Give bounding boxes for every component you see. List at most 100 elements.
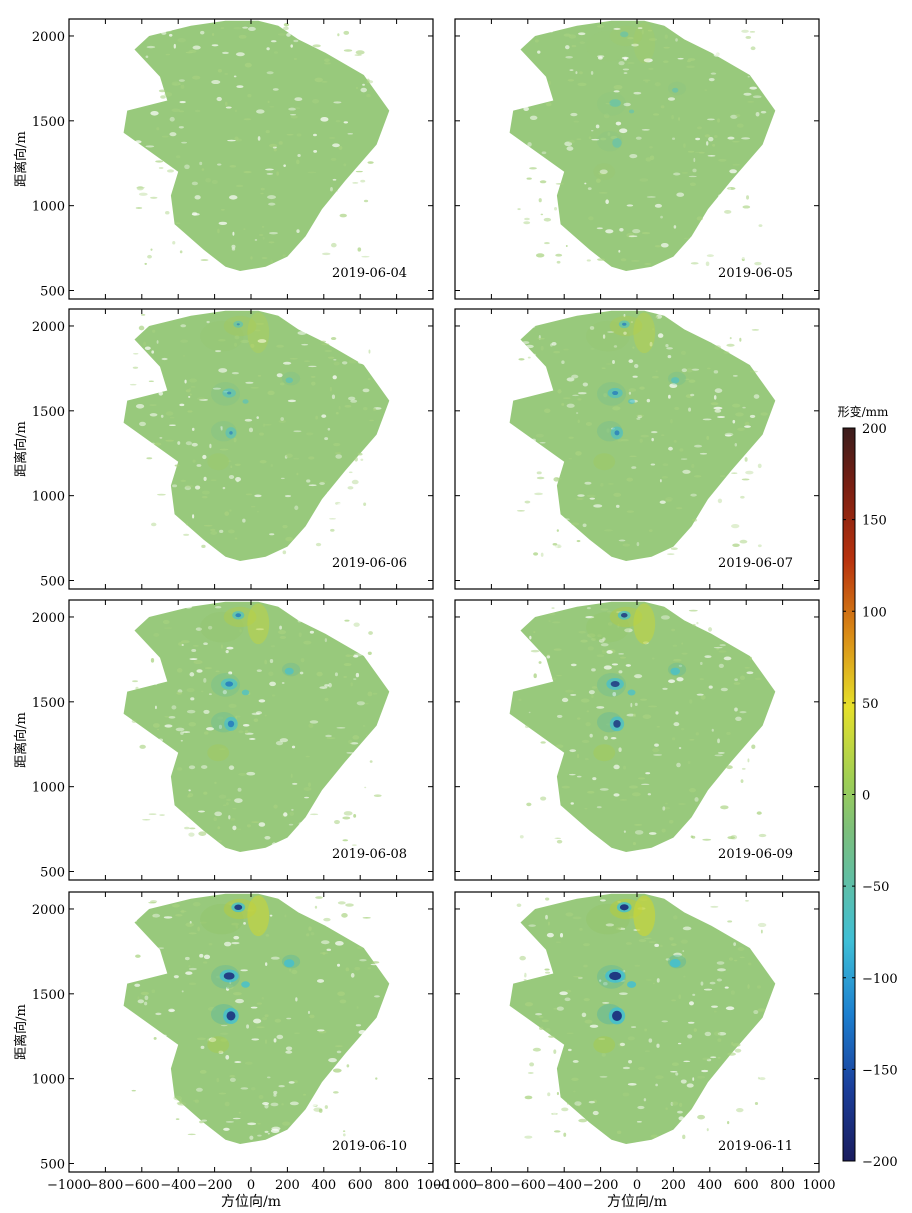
terrain-texture — [596, 25, 605, 28]
terrain-texture — [154, 442, 162, 446]
terrain-texture — [693, 903, 699, 906]
terrain-texture — [264, 659, 268, 665]
terrain-texture — [644, 1050, 650, 1053]
terrain-texture — [198, 810, 205, 813]
terrain-texture — [164, 92, 173, 97]
terrain-texture — [688, 407, 692, 412]
terrain-texture — [225, 106, 232, 109]
terrain-texture — [516, 510, 525, 512]
terrain-texture — [746, 362, 753, 364]
terrain-texture — [734, 959, 738, 962]
terrain-texture — [214, 606, 222, 609]
terrain-texture — [707, 118, 715, 121]
terrain-texture — [635, 136, 642, 140]
terrain-texture — [705, 261, 710, 267]
terrain-texture — [262, 423, 266, 427]
terrain-texture — [724, 986, 729, 989]
terrain-texture — [648, 941, 657, 943]
terrain-texture — [244, 730, 249, 734]
terrain-texture — [550, 343, 553, 347]
terrain-texture — [321, 414, 327, 418]
terrain-texture — [758, 151, 765, 154]
x-tick-label: 400 — [311, 1178, 336, 1193]
terrain-texture — [337, 901, 346, 905]
terrain-texture — [376, 50, 379, 54]
terrain-texture — [539, 442, 546, 444]
y-tick-label: 2000 — [32, 611, 65, 626]
terrain-texture — [258, 699, 266, 703]
terrain-texture — [180, 910, 187, 913]
terrain-texture — [570, 802, 574, 805]
terrain-texture — [254, 494, 262, 498]
terrain-texture — [572, 975, 582, 978]
terrain-texture — [618, 992, 628, 995]
terrain-texture — [286, 133, 294, 136]
terrain-texture — [269, 681, 276, 687]
terrain-texture — [290, 44, 293, 48]
terrain-texture — [362, 388, 370, 393]
terrain-texture — [185, 922, 194, 927]
terrain-texture — [757, 922, 767, 928]
terrain-texture — [309, 1014, 315, 1019]
terrain-texture — [577, 398, 582, 401]
terrain-texture — [335, 905, 339, 911]
terrain-texture — [650, 463, 656, 466]
terrain-texture — [186, 248, 189, 253]
terrain-texture — [716, 961, 725, 965]
terrain-texture — [561, 785, 571, 789]
terrain-texture — [613, 345, 618, 348]
terrain-texture — [227, 460, 232, 463]
terrain-texture — [140, 991, 149, 996]
terrain-texture — [578, 630, 586, 634]
terrain-texture — [538, 661, 542, 664]
terrain-texture — [540, 1105, 549, 1109]
terrain-texture — [297, 331, 307, 335]
subsidence-core — [236, 323, 240, 326]
terrain-texture — [754, 677, 762, 681]
terrain-texture — [716, 647, 719, 651]
terrain-texture — [235, 476, 241, 482]
terrain-texture — [324, 62, 331, 65]
terrain-texture — [234, 136, 239, 141]
terrain-texture — [606, 650, 613, 654]
terrain-texture — [680, 458, 688, 460]
terrain-texture — [744, 666, 750, 669]
terrain-texture — [265, 168, 274, 171]
terrain-texture — [193, 660, 203, 665]
terrain-texture — [636, 1121, 642, 1123]
terrain-texture — [576, 753, 580, 759]
terrain-texture — [256, 1002, 262, 1005]
terrain-texture — [647, 793, 651, 796]
terrain-texture — [224, 511, 230, 516]
terrain-texture — [561, 518, 570, 521]
terrain-texture — [677, 57, 684, 60]
terrain-texture — [285, 453, 293, 458]
terrain-texture — [735, 114, 741, 118]
terrain-texture — [254, 329, 261, 332]
terrain-texture — [549, 810, 557, 813]
terrain-texture — [598, 192, 608, 194]
y-tick-label: 500 — [40, 575, 65, 590]
terrain-texture — [591, 668, 596, 672]
terrain-texture — [679, 448, 684, 452]
terrain-texture — [683, 1060, 691, 1063]
terrain-texture — [237, 787, 242, 792]
terrain-texture — [335, 941, 344, 946]
terrain-texture — [713, 135, 718, 138]
terrain-texture — [311, 381, 316, 386]
terrain-texture — [308, 782, 311, 787]
terrain-texture — [181, 141, 188, 144]
terrain-texture — [717, 751, 725, 754]
terrain-texture — [533, 552, 539, 556]
terrain-texture — [629, 455, 637, 458]
terrain-texture — [561, 1107, 569, 1112]
terrain-texture — [177, 545, 184, 550]
terrain-texture — [587, 187, 592, 191]
terrain-texture — [757, 814, 766, 817]
terrain-texture — [757, 1076, 760, 1080]
deformation-zone — [586, 611, 630, 643]
terrain-texture — [144, 262, 147, 265]
terrain-texture — [192, 459, 196, 463]
terrain-texture — [702, 418, 712, 421]
terrain-texture — [220, 1038, 228, 1042]
